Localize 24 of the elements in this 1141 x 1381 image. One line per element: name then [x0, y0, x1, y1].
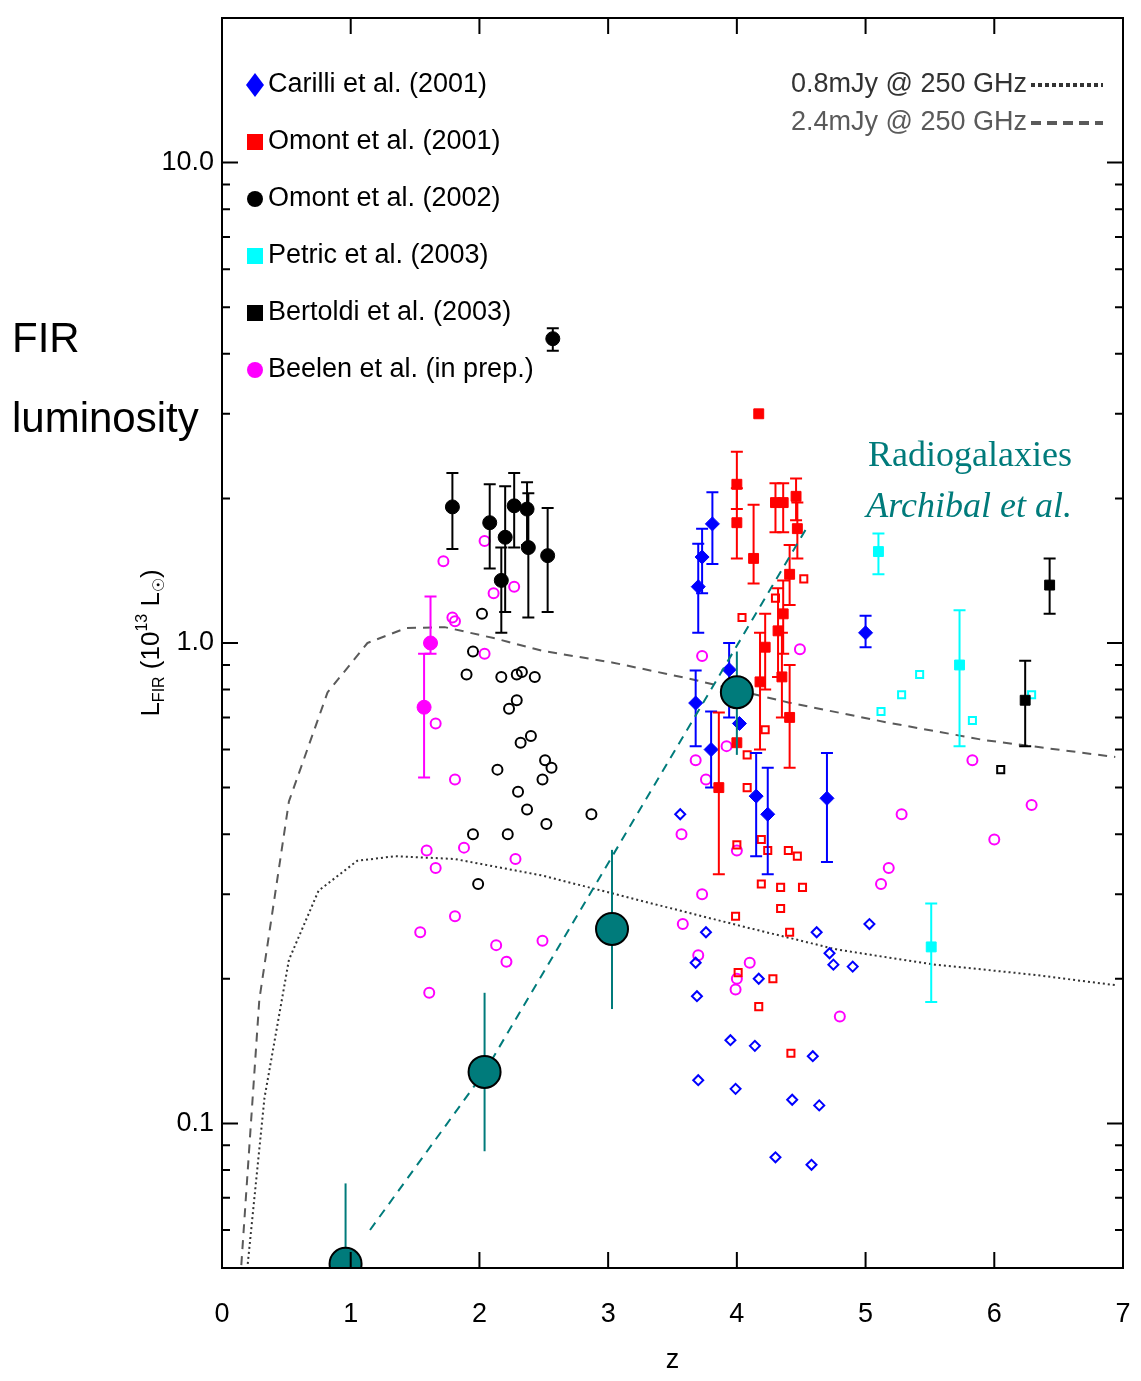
x-tick-label: 6: [986, 1297, 1002, 1328]
x-tick-label: 5: [858, 1297, 874, 1328]
y-tick-label: 0.1: [176, 1106, 214, 1137]
y-tick-label: 10.0: [161, 146, 214, 177]
text: 0.8mJy @ 250 GHz: [791, 68, 1027, 99]
annotation: Archibal et al.: [864, 485, 1072, 526]
legend-label: Bertoldi et al. (2003): [268, 296, 512, 327]
x-tick-label: 3: [600, 1297, 616, 1328]
annotation: Radiogalaxies: [868, 434, 1072, 475]
legend-label: Omont et al. (2001): [268, 125, 501, 156]
x-tick-label: 1: [343, 1297, 359, 1328]
y-axis-title: LFIR (1013 L☉): [133, 569, 168, 717]
legend-label: Beelen et al. (in prep.): [268, 353, 534, 384]
text: 2.4mJy @ 250 GHz: [791, 106, 1027, 137]
x-tick-label: 2: [471, 1297, 487, 1328]
legend-label: Carilli et al. (2001): [268, 68, 488, 99]
text: FIR luminosity: [12, 313, 199, 441]
x-tick-label: 7: [1115, 1297, 1131, 1328]
y-tick-label: 1.0: [176, 626, 214, 657]
x-tick-label: 4: [729, 1297, 745, 1328]
x-tick-label: 0: [214, 1297, 230, 1328]
x-axis-title: z: [665, 1344, 680, 1375]
legend-label: Petric et al. (2003): [268, 239, 489, 270]
legend-label: Omont et al. (2002): [268, 182, 501, 213]
